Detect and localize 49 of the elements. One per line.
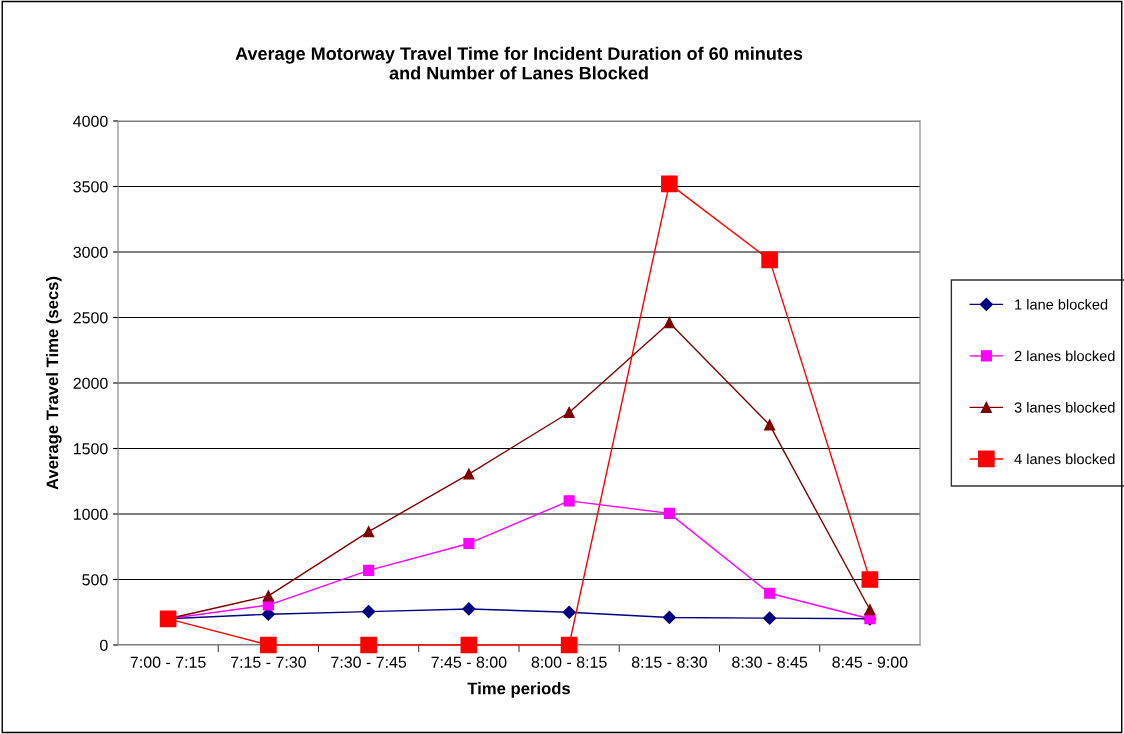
point <box>764 419 776 431</box>
point <box>362 605 376 619</box>
point <box>663 507 675 519</box>
x-tick-label: 8:15 - 8:30 <box>631 656 707 668</box>
point <box>663 317 675 329</box>
x-tick-label: 8:45 - 9:00 <box>832 656 908 668</box>
point <box>460 636 478 654</box>
chart-title: Average Motorway Travel Time for Incident Duration of 60 minutes and Number of Lanes Blocked <box>235 46 803 80</box>
x-tick-label: 8:00 - 8:15 <box>531 656 607 668</box>
legend-label: 4 lanes blocked <box>1014 453 1115 465</box>
point <box>363 526 375 538</box>
x-tick-label: 7:00 - 7:15 <box>130 656 206 668</box>
x-axis-title: Time periods <box>467 682 571 698</box>
point <box>262 599 274 611</box>
y-tick-label: 4000 <box>73 115 108 127</box>
y-tick-label: 500 <box>82 574 108 586</box>
legend-label: 3 lanes blocked <box>1014 401 1115 413</box>
point <box>661 175 678 193</box>
point <box>764 587 776 599</box>
point <box>563 495 575 507</box>
legend-label: 1 lane blocked <box>1015 298 1108 310</box>
point <box>562 605 576 619</box>
y-axis-title: Average Travel Time (secs) <box>46 276 62 490</box>
point <box>463 537 475 550</box>
point <box>763 611 777 625</box>
point <box>363 564 375 576</box>
point <box>463 468 475 480</box>
x-tick-label: 7:30 - 7:45 <box>331 656 407 668</box>
point <box>864 604 876 616</box>
y-tick-label: 1500 <box>73 443 108 455</box>
y-tick-label: 0 <box>100 639 108 651</box>
y-tick-label: 2000 <box>73 377 108 389</box>
point <box>861 571 879 588</box>
point <box>761 251 778 269</box>
point <box>262 590 274 602</box>
y-tick-label: 3000 <box>73 246 108 258</box>
y-tick-label: 3500 <box>73 181 108 193</box>
point <box>563 406 575 419</box>
x-tick-label: 7:45 - 8:00 <box>431 656 507 668</box>
point <box>260 636 277 654</box>
point <box>462 602 476 616</box>
point <box>560 636 578 654</box>
x-tick-label: 7:15 - 7:30 <box>231 656 306 668</box>
legend-label: 2 lanes blocked <box>1014 350 1115 362</box>
point <box>360 636 377 654</box>
y-tick-label: 2500 <box>73 312 108 324</box>
point <box>662 610 676 625</box>
y-tick-label: 1000 <box>73 508 108 520</box>
x-tick-label: 8:30 - 8:45 <box>732 656 808 668</box>
